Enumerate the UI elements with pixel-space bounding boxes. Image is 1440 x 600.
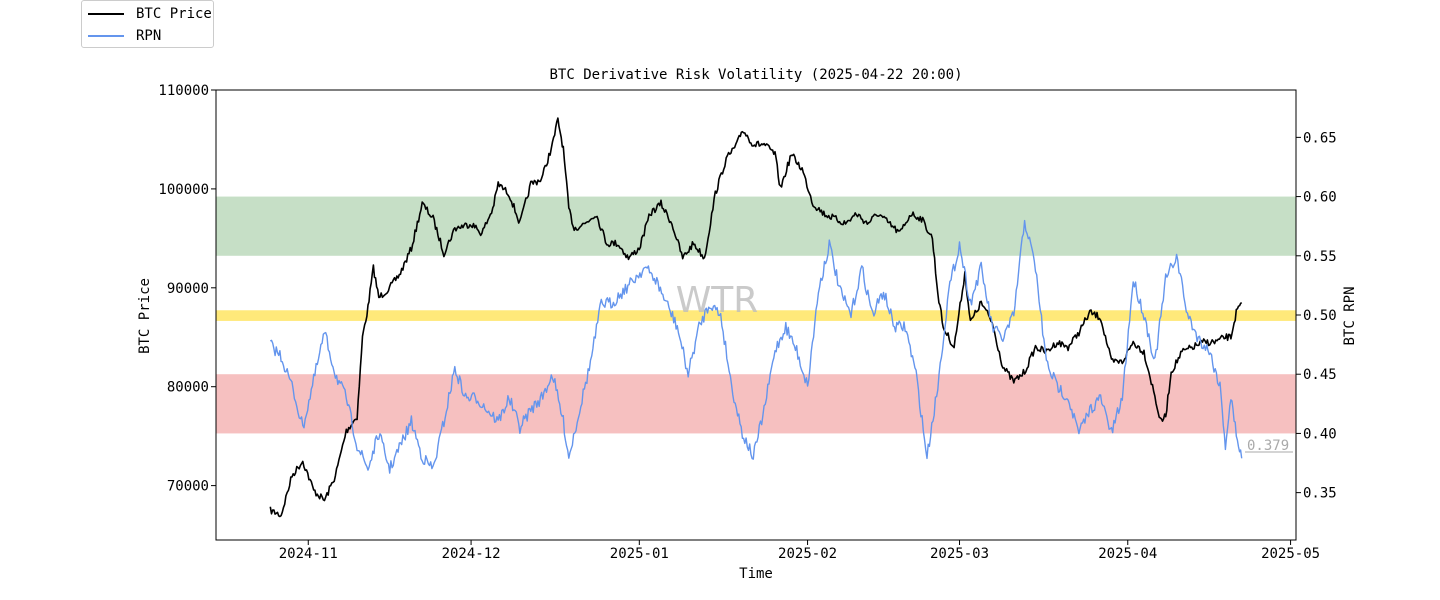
y-right-tick-label: 0.60 (1303, 190, 1337, 206)
series-line-btc-price (269, 117, 1243, 518)
band-mid (216, 310, 1296, 321)
y-right-tick-label: 0.35 (1303, 486, 1337, 502)
last-value-marker: 0.379 (1245, 438, 1293, 454)
legend-item-btc-price: BTC Price (88, 5, 212, 23)
watermark: WTR (676, 280, 759, 321)
x-tick-label: 2025-04 (1098, 546, 1157, 562)
y-left-tick-label: 70000 (167, 479, 209, 495)
x-tick-label: 2025-01 (610, 546, 669, 562)
y-axis-right-label: BTC RPN (1342, 286, 1358, 345)
legend-label-btc-price: BTC Price (136, 6, 212, 22)
legend: BTC Price RPN (81, 0, 214, 48)
x-axis-label: Time (739, 566, 773, 582)
y-axis-left-label: BTC Price (137, 278, 153, 354)
legend-swatch-rpn (88, 35, 124, 37)
y-right-tick-label: 0.65 (1303, 130, 1337, 146)
x-tick-label: 2025-03 (930, 546, 989, 562)
x-tick-label: 2025-05 (1261, 546, 1320, 562)
chart-title: BTC Derivative Risk Volatility (2025-04-… (549, 67, 962, 83)
y-left-tick-label: 110000 (158, 83, 209, 99)
band-low (216, 374, 1296, 434)
x-tick-label: 2024-12 (442, 546, 501, 562)
axes-layer: 2024-11 2024-12 2025-01 2025-02 2025-03 2025-… (158, 83, 1336, 562)
rpn-series-layer (269, 219, 1243, 474)
y-right-tick-label: 0.40 (1303, 426, 1337, 442)
y-left-tick-label: 100000 (158, 182, 209, 198)
y-left-tick-label: 80000 (167, 380, 209, 396)
x-tick-label: 2025-02 (778, 546, 837, 562)
x-tick-label: 2024-11 (279, 546, 338, 562)
y-right-tick-label: 0.45 (1303, 367, 1337, 383)
bands-layer (216, 196, 1296, 434)
series-line-rpn (269, 219, 1243, 474)
band-high (216, 196, 1296, 256)
legend-item-rpn: RPN (88, 27, 161, 45)
y-right-tick-label: 0.55 (1303, 249, 1337, 265)
y-left-tick-label: 90000 (167, 281, 209, 297)
last-value-label: 0.379 (1247, 438, 1289, 454)
legend-label-rpn: RPN (136, 28, 162, 44)
legend-swatch-btc-price (88, 13, 124, 15)
y-right-tick-label: 0.50 (1303, 308, 1337, 324)
price-series-layer (269, 117, 1243, 518)
